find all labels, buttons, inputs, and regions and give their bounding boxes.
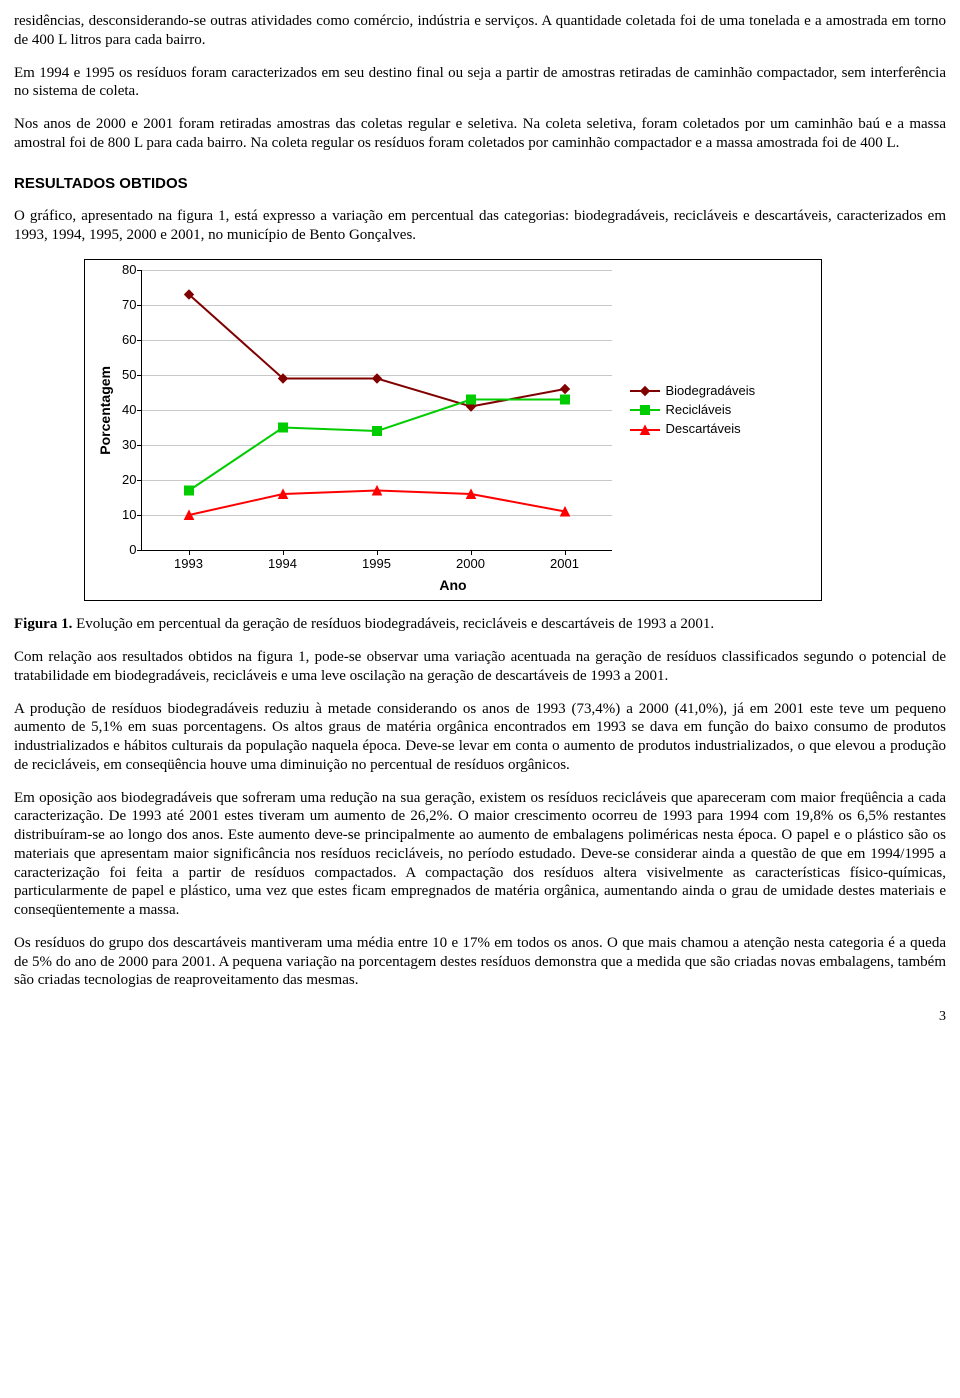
legend-item: Descartáveis (630, 421, 756, 437)
figure-caption: Figura 1. Evolução em percentual da gera… (14, 615, 946, 634)
legend-swatch (630, 384, 660, 398)
chart-y-tick-label: 80 (122, 262, 136, 278)
legend-label: Descartáveis (666, 421, 741, 437)
chart-y-tick-label: 20 (122, 472, 136, 488)
chart-plot-area: 19931994199520002001 (141, 270, 612, 551)
chart-y-tick-label: 70 (122, 297, 136, 313)
figure-caption-text: Evolução em percentual da geração de res… (72, 616, 714, 632)
chart-x-tick-label: 1993 (174, 556, 203, 572)
body-paragraph: O gráfico, apresentado na figura 1, está… (14, 207, 946, 245)
chart-x-tick-label: 1995 (362, 556, 391, 572)
figure-1: Porcentagem 01020304050607080 1993199419… (84, 259, 822, 602)
body-paragraph: Os resíduos do grupo dos descartáveis ma… (14, 934, 946, 990)
chart-y-tick-label: 10 (122, 507, 136, 523)
body-paragraph: residências, desconsiderando-se outras a… (14, 12, 946, 50)
chart-y-tick-label: 40 (122, 402, 136, 418)
chart-series-line (189, 399, 565, 490)
chart-x-tick-label: 2000 (456, 556, 485, 572)
legend-item: Biodegradáveis (630, 383, 756, 399)
chart-y-tick-label: 50 (122, 367, 136, 383)
body-paragraph: Em oposição aos biodegradáveis que sofre… (14, 789, 946, 920)
legend-label: Biodegradáveis (666, 383, 756, 399)
section-heading-results: RESULTADOS OBTIDOS (14, 175, 946, 194)
legend-swatch (630, 423, 660, 437)
body-paragraph: A produção de resíduos biodegradáveis re… (14, 700, 946, 775)
legend-swatch (630, 403, 660, 417)
chart-y-axis-label: Porcentagem (93, 366, 115, 455)
chart-y-tick-label: 60 (122, 332, 136, 348)
body-paragraph: Com relação aos resultados obtidos na fi… (14, 648, 946, 686)
chart-x-axis-label: Ano (93, 577, 813, 595)
chart-x-tick-label: 1994 (268, 556, 297, 572)
page-number: 3 (14, 1008, 946, 1026)
chart-lines (142, 270, 612, 550)
legend-item: Recicláveis (630, 402, 756, 418)
legend-label: Recicláveis (666, 402, 732, 418)
chart-x-tick-label: 2001 (550, 556, 579, 572)
figure-caption-number: Figura 1. (14, 616, 72, 632)
body-paragraph: Nos anos de 2000 e 2001 foram retiradas … (14, 115, 946, 153)
chart-y-tick-label: 0 (129, 542, 136, 558)
chart-legend: Biodegradáveis Recicláveis Descartáveis (630, 380, 756, 441)
chart-y-tick-label: 30 (122, 437, 136, 453)
body-paragraph: Em 1994 e 1995 os resíduos foram caracte… (14, 64, 946, 102)
chart-series-line (189, 294, 565, 406)
